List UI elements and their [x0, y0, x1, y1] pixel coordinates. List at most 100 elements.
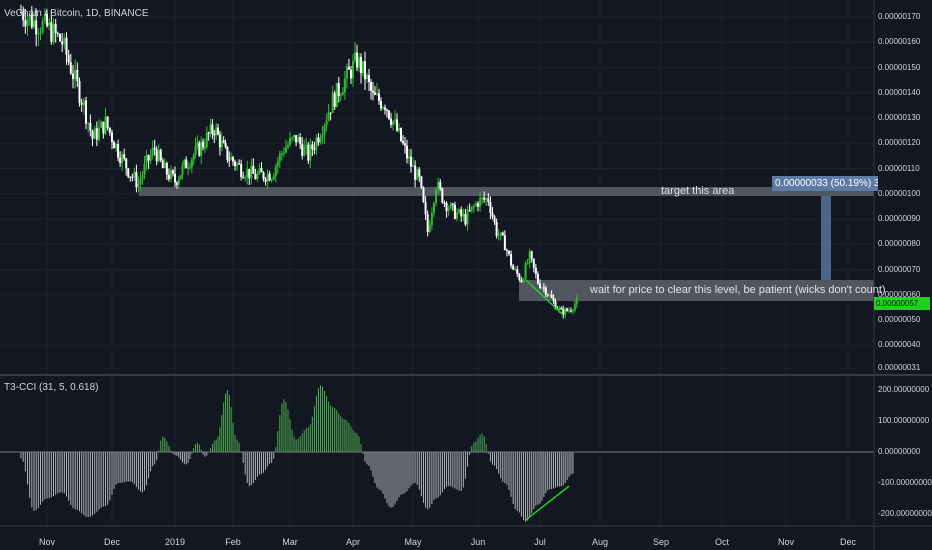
- price-candle: [564, 306, 567, 319]
- price-candle: [445, 201, 448, 218]
- price-candle: [382, 105, 384, 110]
- grid: [0, 0, 874, 526]
- price-candle: [339, 92, 342, 102]
- price-candle: [56, 31, 59, 37]
- price-candle: [432, 201, 435, 218]
- price-candle: [242, 171, 245, 179]
- price-candle: [321, 125, 324, 145]
- price-candle: [46, 9, 48, 28]
- price-candle: [410, 149, 412, 173]
- price-candle: [91, 129, 94, 147]
- price-candle: [72, 64, 74, 89]
- price-candle: [98, 119, 100, 142]
- price-candle: [117, 139, 120, 162]
- price-candle: [414, 160, 417, 188]
- price-candle: [443, 200, 446, 208]
- price-candle: [352, 54, 354, 87]
- price-candle: [39, 27, 42, 41]
- measure-label: 0.00000033 (50.19%) 33: [772, 176, 878, 191]
- price-candle: [121, 151, 124, 172]
- price-candle: [268, 170, 271, 182]
- price-candle: [323, 123, 326, 144]
- price-candle: [260, 162, 263, 173]
- wait-annotation[interactable]: wait for price to clear this level, be p…: [590, 284, 886, 296]
- price-candle: [303, 139, 306, 157]
- price-candle: [499, 232, 502, 241]
- price-candle: [155, 146, 158, 166]
- price-candle: [234, 159, 237, 171]
- price-candle: [297, 134, 300, 143]
- price-candle: [366, 72, 368, 84]
- price-candle: [230, 152, 233, 161]
- target-annotation[interactable]: target this area: [661, 185, 735, 197]
- price-candle: [295, 135, 298, 147]
- price-candle: [22, 6, 25, 27]
- price-candle: [207, 131, 210, 141]
- price-candle: [61, 33, 64, 53]
- price-candle: [248, 168, 251, 186]
- cci-tick-label: -100.00000000: [878, 478, 932, 487]
- price-candle: [95, 121, 98, 147]
- price-candle: [546, 293, 549, 298]
- price-candle: [489, 196, 492, 220]
- price-candle: [280, 150, 283, 161]
- price-candle: [416, 167, 419, 181]
- price-candle: [368, 68, 370, 91]
- price-candle: [226, 146, 229, 163]
- time-tick-label: Jun: [470, 537, 486, 547]
- price-candle: [534, 263, 537, 279]
- price-candle: [87, 122, 90, 134]
- time-tick-label: Oct: [714, 537, 730, 547]
- price-candle: [384, 104, 386, 115]
- cci-tick-label: 200.00000000: [878, 385, 930, 394]
- price-candle: [532, 258, 535, 273]
- price-candle: [30, 5, 33, 30]
- price-candle: [449, 202, 452, 210]
- price-candle: [333, 90, 336, 111]
- price-candle: [575, 294, 578, 309]
- price-candle: [378, 88, 380, 105]
- price-candle: [360, 53, 362, 84]
- price-candle: [453, 201, 456, 220]
- price-candle: [380, 97, 382, 111]
- price-tick-label: 0.00000130: [878, 113, 921, 122]
- price-candle: [349, 66, 352, 84]
- symbol-title: VeChain / Bitcoin, 1D, BINANCE: [4, 8, 149, 19]
- price-candle: [522, 277, 525, 284]
- price-candle: [386, 108, 388, 118]
- price-candle: [177, 176, 180, 189]
- price-candle: [470, 206, 473, 214]
- price-candle: [458, 208, 461, 215]
- time-tick-label: Dec: [839, 537, 857, 547]
- price-candle: [518, 272, 521, 282]
- price-candle: [347, 58, 350, 70]
- price-candle: [218, 130, 221, 156]
- price-tick-label: 0.00000140: [878, 87, 921, 97]
- price-candle: [175, 181, 178, 189]
- price-tick-label: 0.00000060: [878, 289, 921, 299]
- price-tick-label: 0.00000170: [878, 12, 921, 21]
- price-candle: [169, 165, 172, 183]
- time-tick-label: Jul: [534, 537, 546, 547]
- price-candle: [258, 163, 261, 175]
- price-candle: [540, 286, 543, 290]
- price-candle: [437, 177, 440, 194]
- price-candle: [284, 139, 287, 154]
- price-candle: [125, 157, 128, 176]
- price-candle: [539, 279, 541, 289]
- price-candle: [80, 98, 83, 113]
- price-candle: [319, 133, 322, 145]
- price-candle: [329, 112, 332, 121]
- price-candle: [311, 141, 314, 157]
- price-candle: [562, 305, 565, 319]
- price-candle: [108, 127, 111, 136]
- price-candle: [293, 134, 296, 142]
- price-candle: [28, 13, 31, 26]
- time-tick-label: May: [404, 537, 422, 547]
- indicator-title[interactable]: T3-CCI (31, 5, 0.618): [4, 382, 99, 393]
- time-tick-label: Mar: [282, 537, 298, 547]
- time-tick-label: Nov: [38, 537, 56, 547]
- price-candle: [185, 156, 188, 169]
- price-candle: [370, 78, 372, 100]
- price-candle: [400, 127, 402, 143]
